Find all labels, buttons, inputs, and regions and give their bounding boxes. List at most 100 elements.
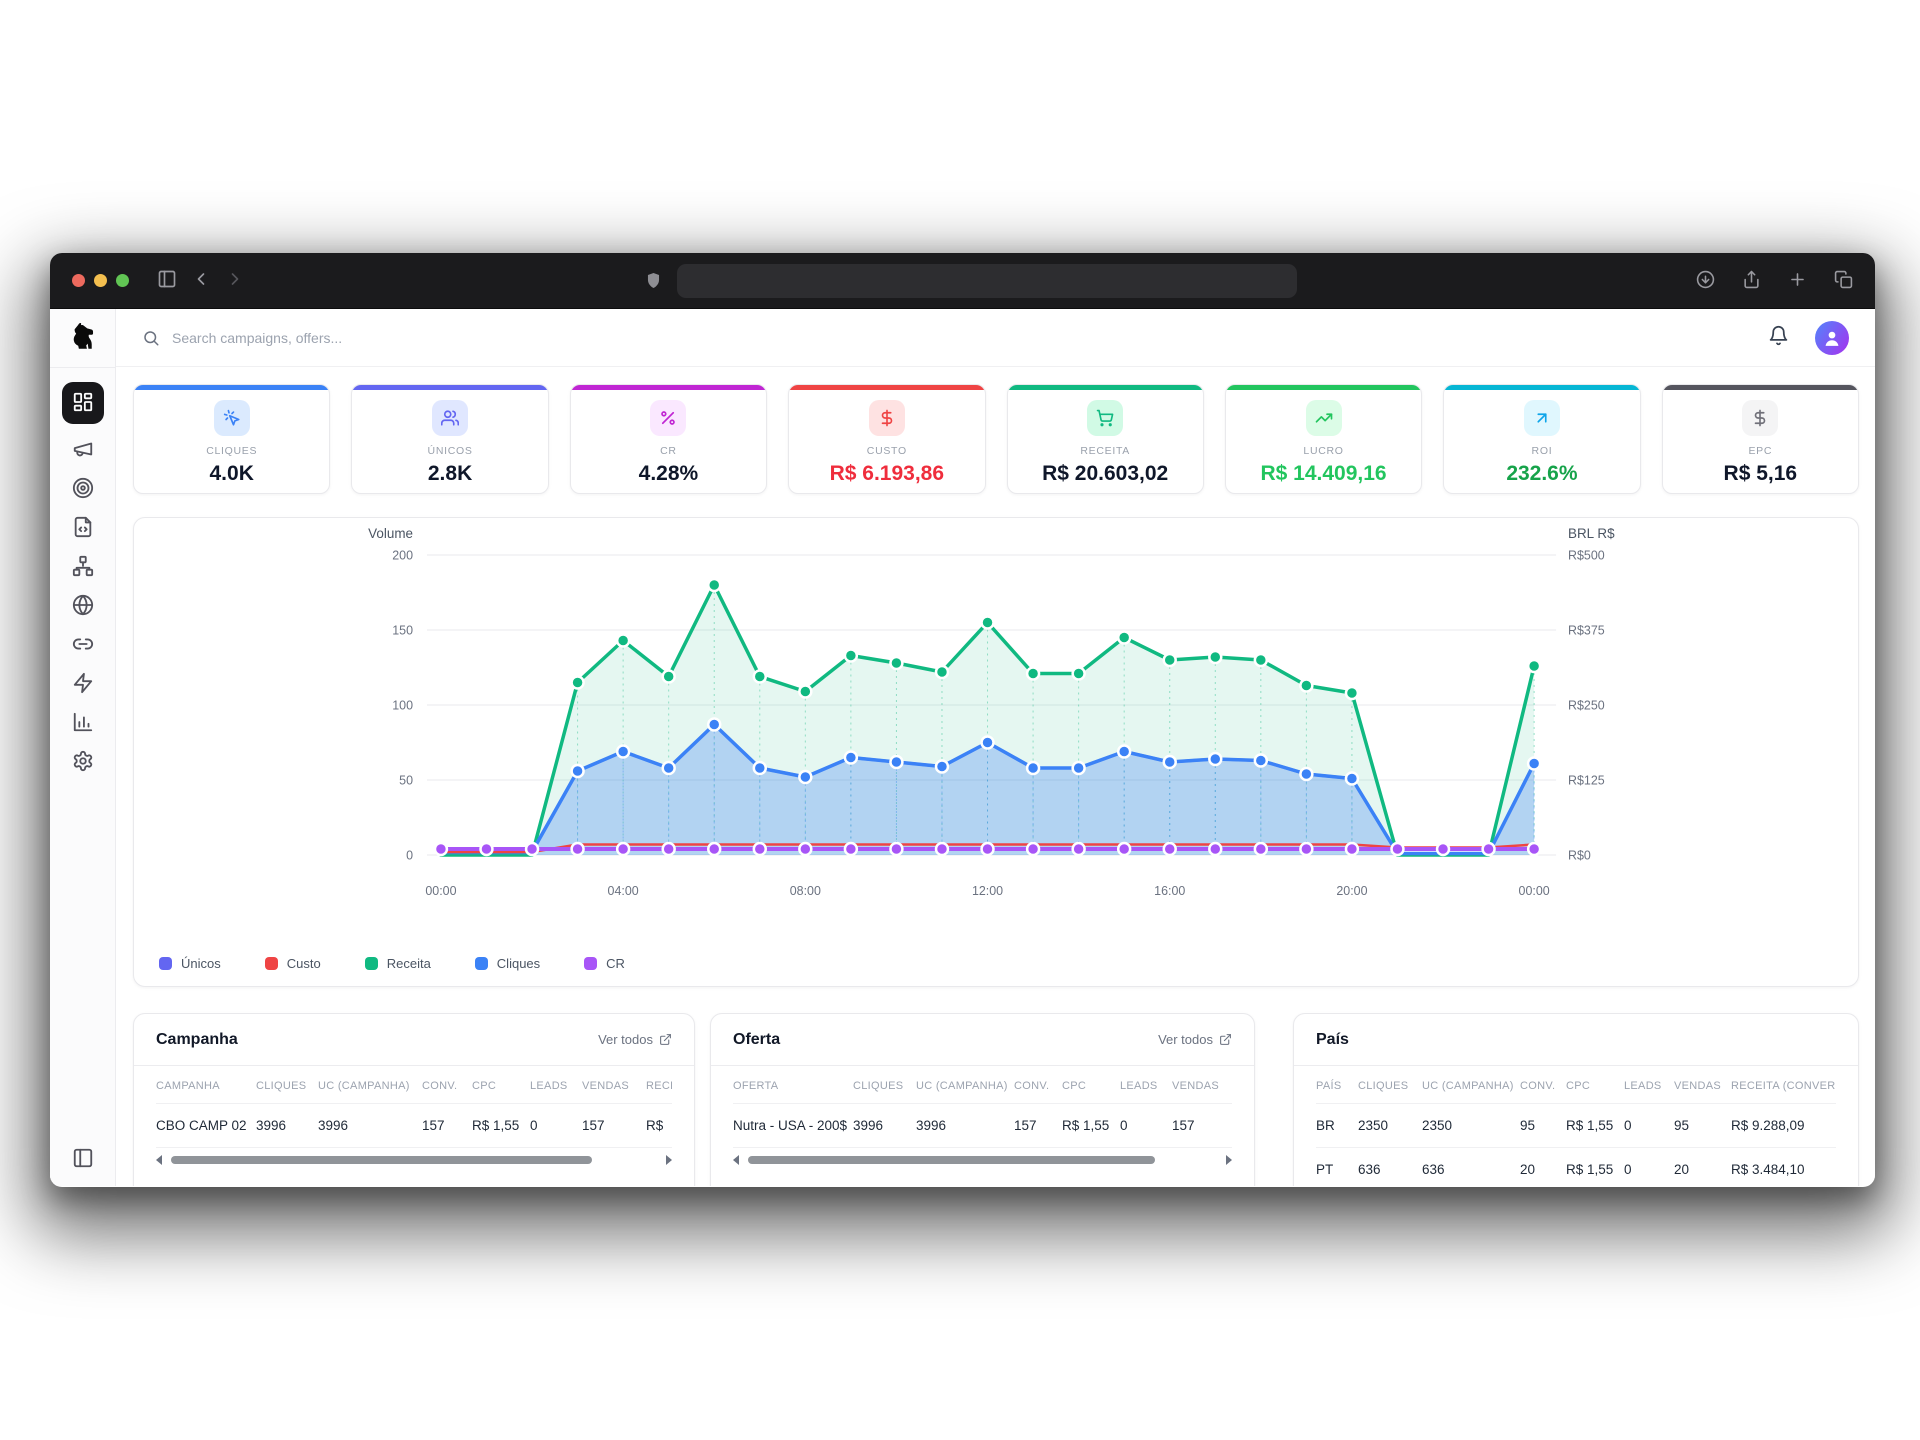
- stat-accent-bar: [789, 385, 985, 390]
- sidebar-item-settings[interactable]: [72, 750, 94, 775]
- external-link-icon: [1219, 1033, 1232, 1046]
- dollar-icon: [868, 400, 905, 436]
- svg-text:R$250: R$250: [1568, 698, 1605, 712]
- stat-card-epc: EPC R$ 5,16: [1661, 384, 1859, 494]
- stat-value: 4.28%: [638, 462, 699, 485]
- sidebar-toggle-button[interactable]: [157, 269, 177, 292]
- share-button[interactable]: [1742, 270, 1761, 292]
- column-header: CPC: [1062, 1066, 1120, 1104]
- column-header: UC (CAMPANHA): [1422, 1066, 1520, 1104]
- scroll-left-arrow[interactable]: [733, 1155, 739, 1165]
- stat-accent-bar: [1007, 385, 1203, 390]
- sidebar-collapse-button[interactable]: [72, 1147, 94, 1172]
- column-header: CPC: [472, 1066, 530, 1104]
- stat-label: ROI: [1531, 445, 1553, 457]
- scroll-left-arrow[interactable]: [156, 1155, 162, 1165]
- downloads-button[interactable]: [1696, 270, 1715, 292]
- search-input[interactable]: [172, 329, 492, 346]
- table-row: CBO CAMP 02 3996 3996 157 R$ 1,55 0 157 R$: [156, 1103, 672, 1148]
- legend-label: Receita: [386, 956, 431, 971]
- file-code-icon: [72, 516, 94, 541]
- plus-icon: [1788, 270, 1807, 292]
- svg-text:00:00: 00:00: [425, 884, 456, 898]
- column-header: VENDAS: [1674, 1066, 1731, 1104]
- table-cell: 95: [1520, 1103, 1566, 1148]
- dashboard-content: CLIQUES 4.0K ÚNICOS 2.8K CR 4.28% CUSTO R$ 6.19…: [116, 367, 1875, 1186]
- column-header: UC (CAMPANHA): [916, 1066, 1014, 1104]
- tabs-overview-button[interactable]: [1834, 270, 1853, 292]
- legend-item-cr[interactable]: CR: [584, 956, 625, 971]
- campanha-card: Campanha Ver todos CAMPANHA CLIQUES UC (CAMP…: [133, 1013, 695, 1186]
- stat-value: 2.8K: [427, 462, 473, 485]
- oferta-title: Oferta: [733, 1030, 781, 1048]
- svg-text:04:00: 04:00: [608, 884, 639, 898]
- scrollbar-thumb[interactable]: [171, 1156, 593, 1164]
- sidebar-item-megaphone[interactable]: [72, 438, 94, 463]
- stat-label: CLIQUES: [206, 445, 258, 457]
- sidebar-item-file-code[interactable]: [72, 516, 94, 541]
- table-cell: 157: [1014, 1103, 1062, 1148]
- svg-text:16:00: 16:00: [1154, 884, 1185, 898]
- legend-swatch: [159, 957, 172, 970]
- avatar[interactable]: [1815, 320, 1849, 355]
- stat-value: R$ 14.409,16: [1260, 462, 1387, 485]
- url-bar[interactable]: [677, 263, 1297, 298]
- table-cell: R$ 1,55: [472, 1103, 530, 1148]
- table-row: PT 636 636 20 R$ 1,55 0 20 R$ 3.484,10: [1316, 1147, 1836, 1186]
- table-cell: R$: [646, 1103, 672, 1148]
- table-cell: PT: [1316, 1147, 1358, 1186]
- sidebar-item-dashboard[interactable]: [61, 382, 104, 424]
- ver-todos-link[interactable]: Ver todos: [598, 1032, 672, 1047]
- sitemap-icon: [72, 555, 94, 580]
- minimize-button[interactable]: [94, 274, 107, 287]
- svg-text:150: 150: [392, 623, 413, 637]
- sidebar-item-link[interactable]: [72, 633, 94, 658]
- legend-swatch: [474, 957, 488, 970]
- table-cell: 0: [1624, 1103, 1674, 1148]
- sidebar-item-sitemap[interactable]: [72, 555, 94, 580]
- scroll-right-arrow[interactable]: [666, 1155, 672, 1165]
- stat-card-cliques: CLIQUES 4.0K: [133, 384, 331, 494]
- column-header: LEADS: [1120, 1066, 1172, 1104]
- column-header: LEADS: [1624, 1066, 1674, 1104]
- new-tab-button[interactable]: [1788, 270, 1807, 292]
- scrollbar-track[interactable]: [169, 1156, 659, 1164]
- column-header: OFERTA: [733, 1066, 853, 1104]
- stat-card-cr: CR 4.28%: [569, 384, 768, 494]
- main-area: CLIQUES 4.0K ÚNICOS 2.8K CR 4.28% CUSTO R$ 6.19…: [116, 309, 1875, 1186]
- svg-text:100: 100: [392, 698, 413, 712]
- close-button[interactable]: [72, 274, 85, 287]
- shield-icon: [644, 271, 663, 290]
- legend-swatch: [264, 957, 278, 970]
- stat-label: EPC: [1748, 445, 1773, 457]
- legend-item-custo[interactable]: Custo: [264, 956, 321, 971]
- pais-card: País PAÍS CLIQUES UC (CAMPANHA) CONV. CPC LEAD…: [1293, 1013, 1859, 1186]
- legend-item-únicos[interactable]: Únicos: [159, 956, 221, 971]
- legend-item-cliques[interactable]: Cliques: [474, 956, 540, 971]
- sidebar-item-zap[interactable]: [72, 672, 94, 697]
- ver-todos-link[interactable]: Ver todos: [1158, 1032, 1232, 1047]
- scrollbar-thumb[interactable]: [748, 1156, 1155, 1164]
- column-header: CONV.: [422, 1066, 472, 1104]
- breakdown-tables-row: Campanha Ver todos CAMPANHA CLIQUES UC (CAMP…: [133, 1013, 1859, 1186]
- sidebar-item-target[interactable]: [72, 477, 94, 502]
- legend-item-receita[interactable]: Receita: [364, 956, 431, 971]
- forward-button[interactable]: [225, 269, 245, 292]
- stat-card-receita: RECEITA R$ 20.603,02: [1006, 384, 1204, 494]
- back-button[interactable]: [191, 269, 211, 292]
- sidebar-item-bar-chart[interactable]: [72, 711, 94, 736]
- zoom-button[interactable]: [116, 274, 129, 287]
- scrollbar-track[interactable]: [746, 1156, 1219, 1164]
- horizontal-scrollbar: [733, 1155, 1232, 1165]
- column-header: PAÍS: [1316, 1066, 1358, 1104]
- stat-accent-bar: [570, 385, 767, 390]
- svg-text:BRL R$: BRL R$: [1568, 526, 1615, 541]
- sidebar-item-globe[interactable]: [72, 594, 94, 619]
- scroll-right-arrow[interactable]: [1226, 1155, 1232, 1165]
- panel-left-icon: [157, 269, 177, 292]
- notifications-button[interactable]: [1768, 325, 1789, 351]
- table-cell: R$ 1,55: [1566, 1147, 1624, 1186]
- svg-text:50: 50: [399, 773, 413, 787]
- table-cell: 95: [1674, 1103, 1731, 1148]
